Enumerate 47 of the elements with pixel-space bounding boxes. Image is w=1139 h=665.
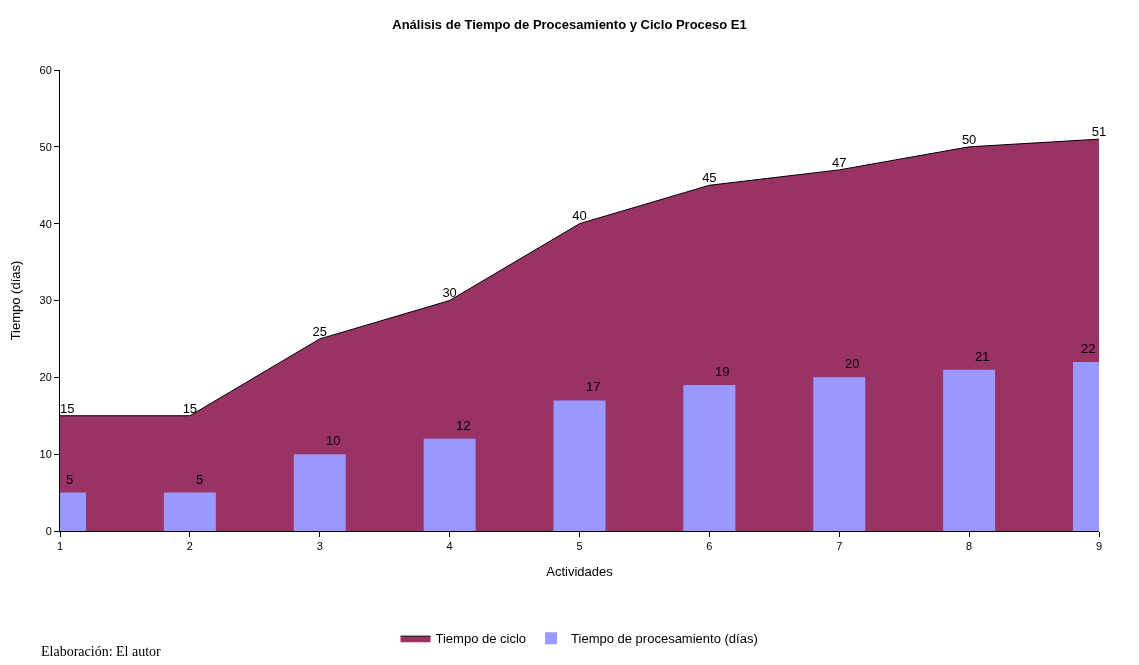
x-tick-label: 1 <box>56 540 64 553</box>
data-label: 47 <box>832 154 847 170</box>
y-tick-label: 20 <box>39 371 52 384</box>
y-tick-label: 60 <box>39 63 52 76</box>
data-label: 22 <box>1081 341 1096 356</box>
x-tick-label: 5 <box>576 540 583 553</box>
x-tick-label: 8 <box>966 540 973 553</box>
bar <box>683 385 736 531</box>
bar <box>163 492 216 531</box>
x-tick-label: 3 <box>316 540 323 553</box>
y-tick-label: 50 <box>39 140 52 153</box>
text: Elaboración: El autor <box>41 644 162 659</box>
data-label: 25 <box>312 323 327 339</box>
x-axis-title: Actividades <box>546 563 614 579</box>
data-label: 15 <box>182 400 198 416</box>
data-label: 21 <box>975 349 990 364</box>
bar <box>423 438 476 531</box>
x-tick-label: 9 <box>1095 540 1103 553</box>
data-label: 5 <box>196 472 204 487</box>
data-label: 45 <box>702 170 717 185</box>
y-tick-label: 10 <box>39 448 52 461</box>
y-axis-title: Tiempo (días) <box>8 260 24 341</box>
x-tick-label: 7 <box>836 540 843 553</box>
data-label: 50 <box>961 131 977 147</box>
x-tick-label: 4 <box>446 540 453 553</box>
bar <box>943 369 996 531</box>
bar <box>813 377 866 531</box>
chart-title: Análisis de Tiempo de Procesamiento y Ciclo Proceso E1 <box>392 17 747 33</box>
x-tick-label: 2 <box>186 540 193 553</box>
bar <box>293 454 346 531</box>
y-tick-label: 40 <box>39 217 52 230</box>
data-label: 5 <box>66 472 74 487</box>
data-label: 20 <box>845 356 860 371</box>
data-label: 51 <box>1091 123 1107 139</box>
legend-label: Tiempo de ciclo <box>435 631 527 647</box>
data-label: 17 <box>586 379 601 394</box>
data-label: 15 <box>60 400 75 416</box>
data-label: 40 <box>572 208 587 224</box>
data-label: 10 <box>326 433 341 448</box>
x-tick-label: 6 <box>706 540 713 553</box>
data-label: 19 <box>715 364 730 379</box>
data-label: 12 <box>456 418 471 433</box>
y-tick-label: 30 <box>39 294 52 307</box>
data-label: 30 <box>442 285 457 301</box>
bar <box>553 400 606 531</box>
y-tick-label: 0 <box>45 524 52 537</box>
legend-label: Tiempo de procesamiento (días) <box>571 631 758 647</box>
